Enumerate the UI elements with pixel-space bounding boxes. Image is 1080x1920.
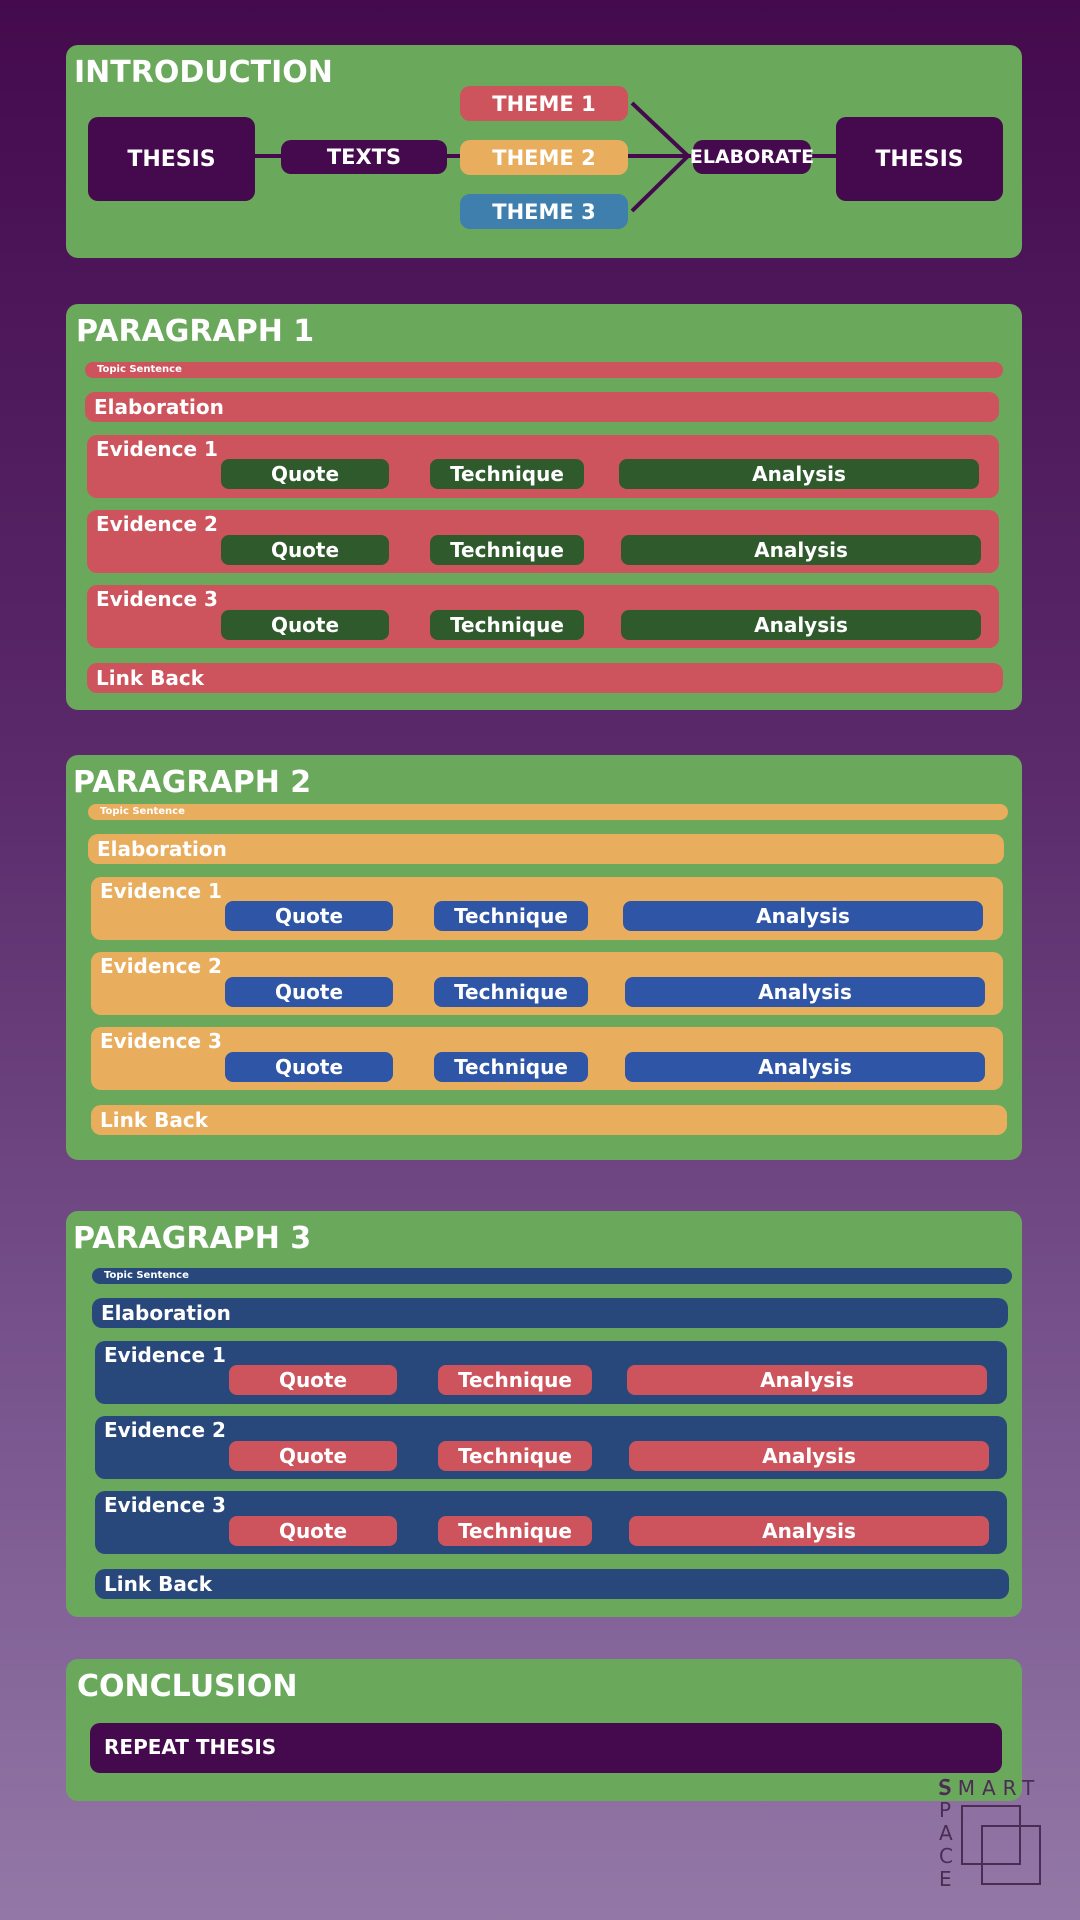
evidence-3-row: Evidence 3 Quote Technique Analysis xyxy=(87,585,999,648)
evidence-1-row: Evidence 1 Quote Technique Analysis xyxy=(91,877,1003,940)
link-back-row: Link Back xyxy=(95,1569,1009,1599)
topic-sentence-label: Topic Sentence xyxy=(97,364,182,375)
texts-box: TEXTS xyxy=(281,140,447,174)
technique-pill: Technique xyxy=(438,1365,592,1395)
quote-pill: Quote xyxy=(229,1365,397,1395)
analysis-pill: Analysis xyxy=(619,459,979,489)
introduction-title: INTRODUCTION xyxy=(74,55,333,90)
quote-pill: Quote xyxy=(225,1052,393,1082)
evidence-2-row: Evidence 2 Quote Technique Analysis xyxy=(87,510,999,573)
evidence-2-row: Evidence 2 Quote Technique Analysis xyxy=(91,952,1003,1015)
elaboration-label: Elaboration xyxy=(101,1301,231,1325)
conclusion-title: CONCLUSION xyxy=(77,1669,298,1704)
analysis-pill: Analysis xyxy=(625,1052,985,1082)
technique-pill: Technique xyxy=(438,1516,592,1546)
introduction-panel: INTRODUCTION THESIS TEXTS THEME 1 THEME … xyxy=(66,45,1022,258)
evidence-1-row: Evidence 1 Quote Technique Analysis xyxy=(95,1341,1007,1404)
paragraph-1-panel: PARAGRAPH 1 Topic Sentence Elaboration E… xyxy=(66,304,1022,710)
analysis-pill: Analysis xyxy=(623,901,983,931)
evidence-label: Evidence 1 xyxy=(96,437,218,461)
quote-pill: Quote xyxy=(225,977,393,1007)
quote-pill: Quote xyxy=(225,901,393,931)
repeat-thesis-label: REPEAT THESIS xyxy=(104,1735,277,1759)
evidence-label: Evidence 1 xyxy=(100,879,222,903)
elaboration-label: Elaboration xyxy=(94,395,224,419)
elaboration-row: Elaboration xyxy=(88,834,1004,864)
analysis-pill: Analysis xyxy=(627,1365,987,1395)
topic-sentence-row: Topic Sentence xyxy=(92,1268,1012,1284)
repeat-thesis-box: REPEAT THESIS xyxy=(90,1723,1002,1773)
analysis-pill: Analysis xyxy=(621,610,981,640)
elaboration-label: Elaboration xyxy=(97,837,227,861)
evidence-label: Evidence 2 xyxy=(104,1418,226,1442)
technique-pill: Technique xyxy=(430,535,584,565)
topic-sentence-label: Topic Sentence xyxy=(104,1270,189,1281)
quote-pill: Quote xyxy=(221,535,389,565)
quote-pill: Quote xyxy=(221,459,389,489)
paragraph-3-panel: PARAGRAPH 3 Topic Sentence Elaboration E… xyxy=(66,1211,1022,1617)
quote-pill: Quote xyxy=(229,1516,397,1546)
evidence-label: Evidence 3 xyxy=(96,587,218,611)
topic-sentence-row: Topic Sentence xyxy=(85,362,1003,378)
link-back-label: Link Back xyxy=(100,1108,208,1132)
technique-pill: Technique xyxy=(434,1052,588,1082)
quote-pill: Quote xyxy=(221,610,389,640)
link-back-row: Link Back xyxy=(87,663,1003,693)
link-back-label: Link Back xyxy=(104,1572,212,1596)
technique-pill: Technique xyxy=(430,459,584,489)
theme-2-box: THEME 2 xyxy=(460,140,628,175)
elaboration-row: Elaboration xyxy=(92,1298,1008,1328)
paragraph-2-title: PARAGRAPH 2 xyxy=(73,765,312,800)
analysis-pill: Analysis xyxy=(629,1441,989,1471)
link-back-label: Link Back xyxy=(96,666,204,690)
evidence-3-row: Evidence 3 Quote Technique Analysis xyxy=(95,1491,1007,1554)
analysis-pill: Analysis xyxy=(621,535,981,565)
paragraph-2-panel: PARAGRAPH 2 Topic Sentence Elaboration E… xyxy=(66,755,1022,1160)
paragraph-3-title: PARAGRAPH 3 xyxy=(73,1221,312,1256)
thesis-box-left: THESIS xyxy=(88,117,255,201)
evidence-label: Evidence 2 xyxy=(96,512,218,536)
conclusion-panel: CONCLUSION REPEAT THESIS xyxy=(66,1659,1022,1801)
thesis-box-right: THESIS xyxy=(836,117,1003,201)
technique-pill: Technique xyxy=(434,901,588,931)
elaboration-row: Elaboration xyxy=(85,392,999,422)
evidence-3-row: Evidence 3 Quote Technique Analysis xyxy=(91,1027,1003,1090)
theme-1-box: THEME 1 xyxy=(460,86,628,121)
technique-pill: Technique xyxy=(430,610,584,640)
evidence-label: Evidence 1 xyxy=(104,1343,226,1367)
analysis-pill: Analysis xyxy=(625,977,985,1007)
introduction-connectors xyxy=(254,101,836,213)
smart-space-logo: SMART SPACE xyxy=(936,1776,1056,1896)
theme-3-box: THEME 3 xyxy=(460,194,628,229)
link-back-row: Link Back xyxy=(91,1105,1007,1135)
topic-sentence-row: Topic Sentence xyxy=(88,804,1008,820)
quote-pill: Quote xyxy=(229,1441,397,1471)
evidence-1-row: Evidence 1 Quote Technique Analysis xyxy=(87,435,999,498)
analysis-pill: Analysis xyxy=(629,1516,989,1546)
technique-pill: Technique xyxy=(434,977,588,1007)
topic-sentence-label: Topic Sentence xyxy=(100,806,185,817)
logo-word-side: SPACE xyxy=(939,1775,953,1891)
evidence-2-row: Evidence 2 Quote Technique Analysis xyxy=(95,1416,1007,1479)
technique-pill: Technique xyxy=(438,1441,592,1471)
evidence-label: Evidence 2 xyxy=(100,954,222,978)
logo-squares-icon xyxy=(961,1805,1041,1885)
evidence-label: Evidence 3 xyxy=(104,1493,226,1517)
evidence-label: Evidence 3 xyxy=(100,1029,222,1053)
logo-word-top: SMART xyxy=(938,1776,1042,1800)
paragraph-1-title: PARAGRAPH 1 xyxy=(76,314,315,349)
elaborate-box: ELABORATE xyxy=(690,140,814,174)
